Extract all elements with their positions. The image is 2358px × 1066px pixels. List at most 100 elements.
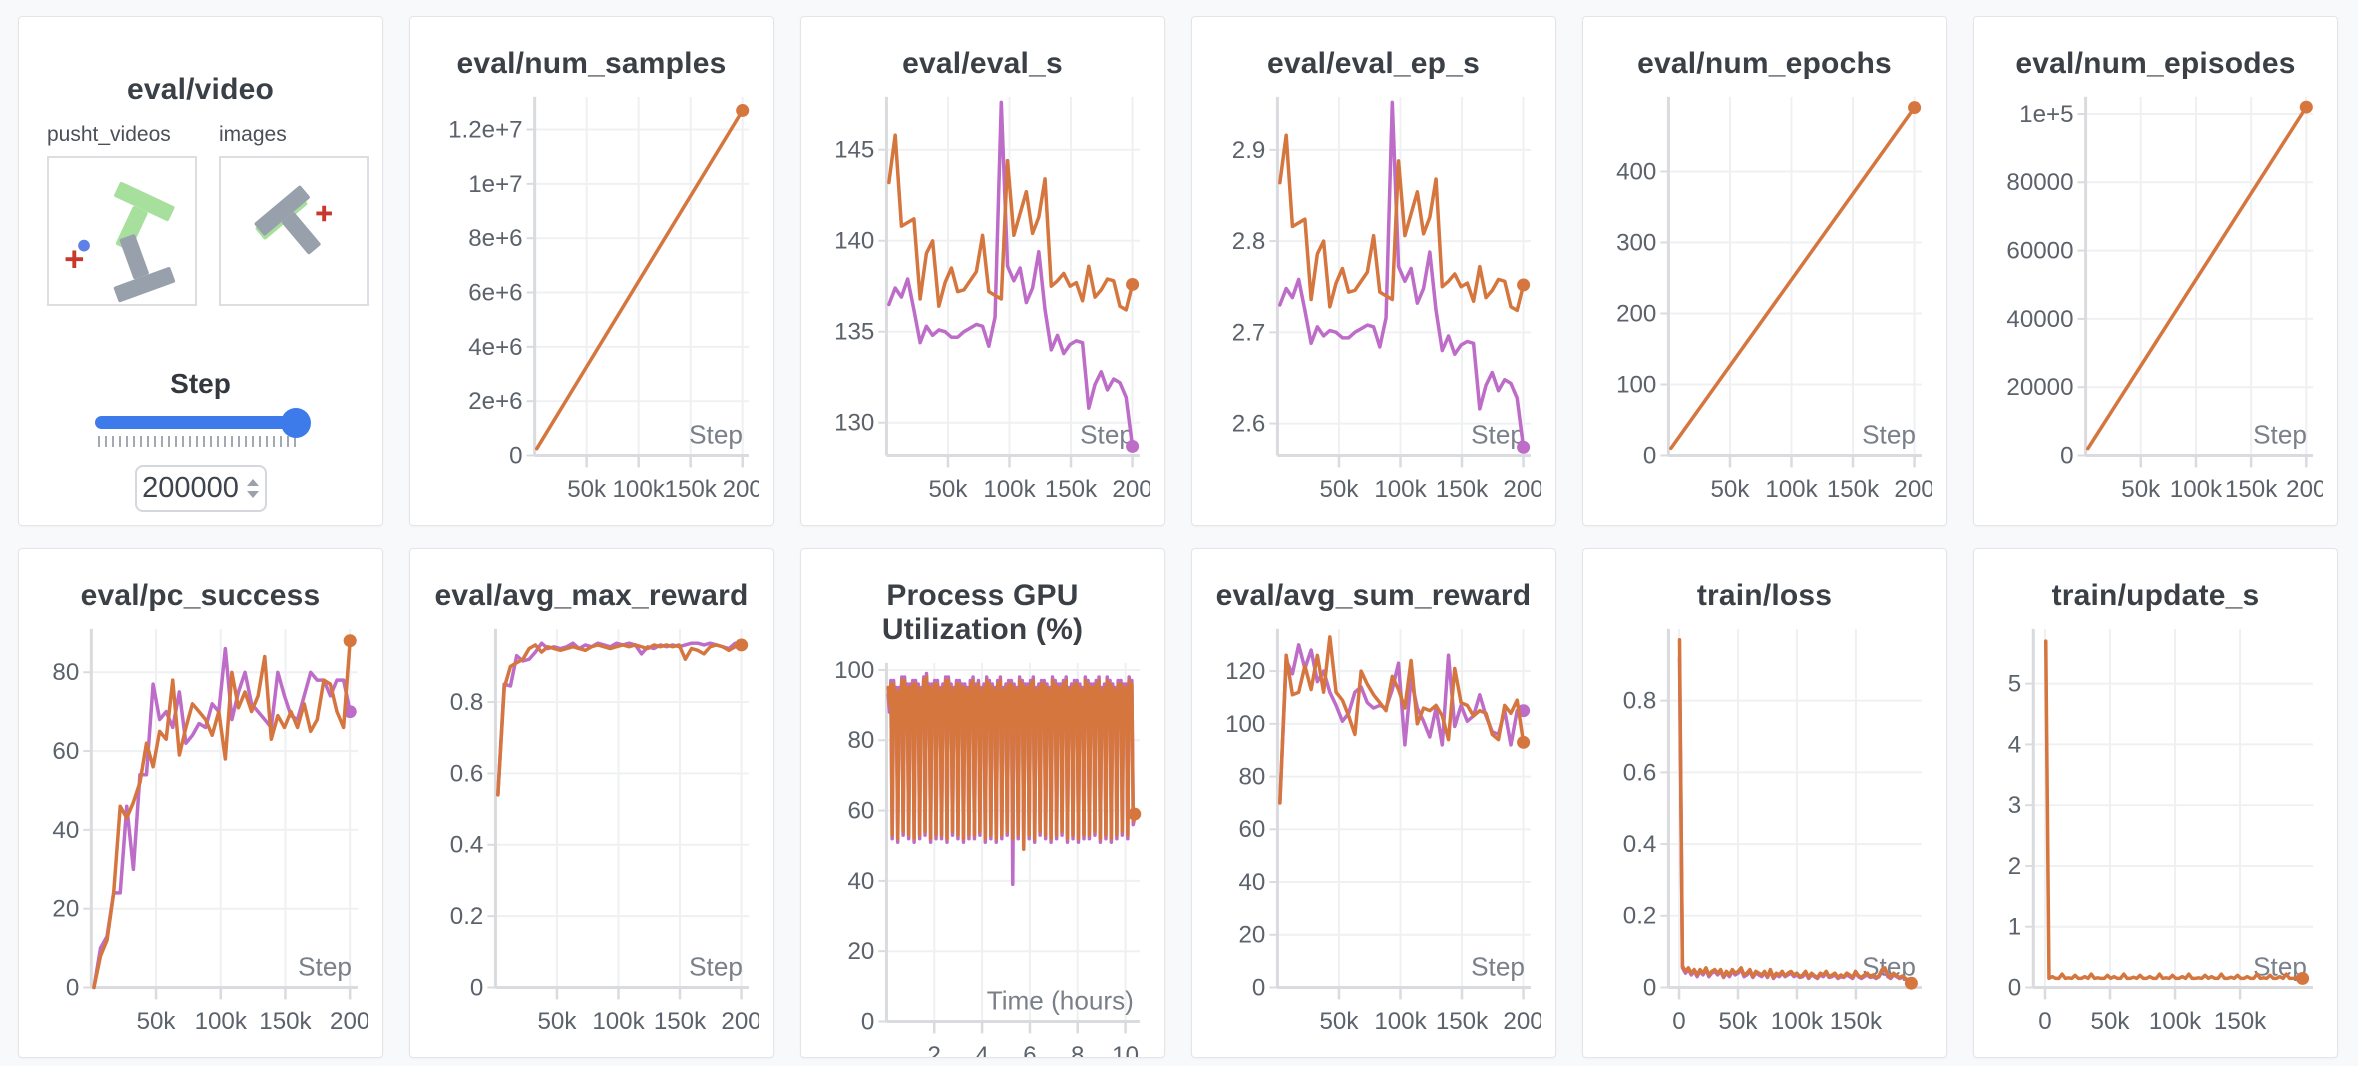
svg-text:0: 0 [2008, 975, 2021, 1002]
panel-process-gpu-utilization: Process GPU Utilization (%) 0 20 40 60 80 100… [800, 548, 1165, 1058]
step-slider[interactable] [94, 407, 311, 447]
media-label-pusht-videos: pusht_videos [47, 123, 171, 146]
svg-text:8: 8 [1071, 1042, 1084, 1058]
chart-title: eval/num_samples [456, 47, 727, 80]
svg-text:100k: 100k [2170, 476, 2222, 503]
image-thumbnail-images[interactable] [219, 156, 369, 306]
svg-text:200: 200 [1616, 301, 1656, 328]
chart-title: Process GPU Utilization (%) [881, 579, 1084, 646]
svg-text:Step: Step [1471, 422, 1525, 450]
svg-text:0: 0 [2038, 1008, 2051, 1035]
svg-text:4: 4 [975, 1042, 988, 1058]
svg-text:40: 40 [1239, 869, 1266, 896]
svg-text:60000: 60000 [2006, 238, 2073, 265]
chart-title: eval/avg_sum_reward [1215, 579, 1532, 612]
svg-text:200: 200 [2286, 476, 2323, 503]
svg-text:120: 120 [1225, 658, 1265, 685]
svg-text:150k: 150k [1045, 476, 1097, 503]
svg-text:50k: 50k [1711, 476, 1750, 503]
chart-title: eval/eval_s [902, 47, 1063, 80]
svg-text:100k: 100k [1374, 476, 1426, 503]
svg-text:150k: 150k [2225, 476, 2277, 503]
svg-text:Step: Step [689, 954, 743, 982]
svg-text:200: 200 [1503, 1008, 1541, 1035]
svg-text:8e+6: 8e+6 [468, 225, 522, 252]
stepper-arrows-icon[interactable] [246, 479, 259, 498]
line-chart-eval-pc-success[interactable]: 0 20 40 60 80 50k 100k 150k 200 Step [33, 621, 368, 1041]
svg-text:20000: 20000 [2006, 374, 2073, 401]
svg-text:0: 0 [509, 443, 522, 470]
svg-text:80: 80 [52, 659, 79, 686]
svg-text:400: 400 [1616, 159, 1656, 186]
media-row: pusht_videos [33, 123, 369, 306]
svg-text:40: 40 [848, 868, 875, 895]
svg-text:150k: 150k [1436, 476, 1488, 503]
svg-text:150k: 150k [259, 1008, 311, 1035]
svg-text:200: 200 [1894, 476, 1932, 503]
line-chart-eval-num-epochs[interactable]: 0 100 200 300 400 50k 100k 150k 200 Step [1597, 89, 1932, 509]
svg-text:2.7: 2.7 [1232, 319, 1266, 346]
svg-text:150k: 150k [1830, 1008, 1882, 1035]
svg-text:2e+6: 2e+6 [468, 388, 522, 415]
svg-text:60: 60 [848, 798, 875, 825]
chart-title: train/update_s [2051, 579, 2260, 612]
svg-text:60: 60 [1239, 816, 1266, 843]
slider-track[interactable] [94, 407, 311, 438]
video-thumbnail-pusht-videos[interactable] [47, 156, 197, 306]
panel-eval-pc-success: eval/pc_success 0 20 40 60 80 50k 100k 150k 200 S… [18, 548, 383, 1058]
chart-title: eval/num_episodes [2015, 47, 2296, 80]
line-chart-process-gpu-utilization[interactable]: 0 20 40 60 80 100 2 4 6 8 10 Time (hours) [815, 655, 1150, 1058]
line-chart-eval-num-episodes[interactable]: 0 20000 40000 60000 80000 1e+5 50k 100k 150k 200 S… [1988, 89, 2323, 509]
svg-text:0.8: 0.8 [450, 689, 484, 716]
svg-text:Step: Step [1080, 422, 1134, 450]
line-chart-eval-avg-sum-reward[interactable]: 0 20 40 60 80 100 120 50k 100k 150k 200 Step [1206, 621, 1541, 1041]
svg-text:0: 0 [861, 1009, 874, 1036]
step-value-input[interactable]: 200000 [134, 465, 267, 512]
slider-tick-ruler [97, 436, 296, 447]
line-chart-train-loss[interactable]: 0 0.2 0.4 0.6 0.8 0 50k 100k 150k Step [1597, 621, 1932, 1041]
svg-text:6e+6: 6e+6 [468, 280, 522, 307]
goal-cross [316, 205, 332, 222]
svg-text:100: 100 [1225, 711, 1265, 738]
line-chart-train-update-s[interactable]: 0 1 2 3 4 5 0 50k 100k 150k Step [1988, 621, 2323, 1041]
svg-text:100k: 100k [1765, 476, 1817, 503]
panel-eval-num-episodes: eval/num_episodes 0 20000 40000 60000 80000 1… [1973, 16, 2338, 526]
svg-text:50k: 50k [137, 1008, 176, 1035]
svg-text:100k: 100k [983, 476, 1035, 503]
line-chart-eval-num-samples[interactable]: 0 2e+6 4e+6 6e+6 8e+6 1e+7 1.2e+7 50k 100k 150k 20… [424, 89, 759, 509]
svg-text:Step: Step [1471, 954, 1525, 982]
svg-text:40: 40 [52, 817, 79, 844]
svg-text:100k: 100k [2149, 1008, 2201, 1035]
line-chart-eval-avg-max-reward[interactable]: 0 0.2 0.4 0.6 0.8 50k 100k 150k 200 Step [424, 621, 759, 1041]
panel-eval-num-epochs: eval/num_epochs 0 100 200 300 400 50k 100k 150k… [1582, 16, 1947, 526]
pusht-scene-image [65, 181, 176, 303]
slider-thumb[interactable] [280, 407, 311, 438]
panel-eval-eval-ep-s: eval/eval_ep_s 2.6 2.7 2.8 2.9 50k 100k 150k 20… [1191, 16, 1556, 526]
svg-text:0.2: 0.2 [1623, 903, 1657, 930]
svg-text:4: 4 [2008, 731, 2021, 758]
svg-text:0: 0 [470, 975, 483, 1002]
step-value[interactable]: 200000 [142, 472, 239, 504]
step-control: Step 200000 [33, 368, 368, 512]
svg-text:135: 135 [834, 319, 874, 346]
svg-text:0.4: 0.4 [1623, 831, 1657, 858]
line-chart-eval-eval-s[interactable]: 130 135 140 145 50k 100k 150k 200 Step [815, 89, 1150, 509]
svg-text:80000: 80000 [2006, 169, 2073, 196]
svg-text:Time (hours): Time (hours) [987, 988, 1134, 1016]
goal-cross [65, 250, 84, 268]
svg-text:2.9: 2.9 [1232, 137, 1266, 164]
svg-text:100: 100 [1616, 372, 1656, 399]
svg-text:200: 200 [721, 1008, 759, 1035]
svg-text:100k: 100k [1771, 1008, 1823, 1035]
svg-text:150k: 150k [2214, 1008, 2266, 1035]
svg-text:40000: 40000 [2006, 306, 2073, 333]
step-slider-label: Step [170, 368, 231, 399]
svg-text:Step: Step [689, 422, 743, 450]
svg-text:50k: 50k [1320, 476, 1359, 503]
svg-text:20: 20 [848, 938, 875, 965]
svg-text:3: 3 [2008, 792, 2021, 819]
svg-text:0.4: 0.4 [450, 832, 484, 859]
chart-title: eval/eval_ep_s [1267, 47, 1480, 80]
line-chart-eval-eval-ep-s[interactable]: 2.6 2.7 2.8 2.9 50k 100k 150k 200 Step [1206, 89, 1541, 509]
svg-text:1.2e+7: 1.2e+7 [448, 117, 522, 144]
